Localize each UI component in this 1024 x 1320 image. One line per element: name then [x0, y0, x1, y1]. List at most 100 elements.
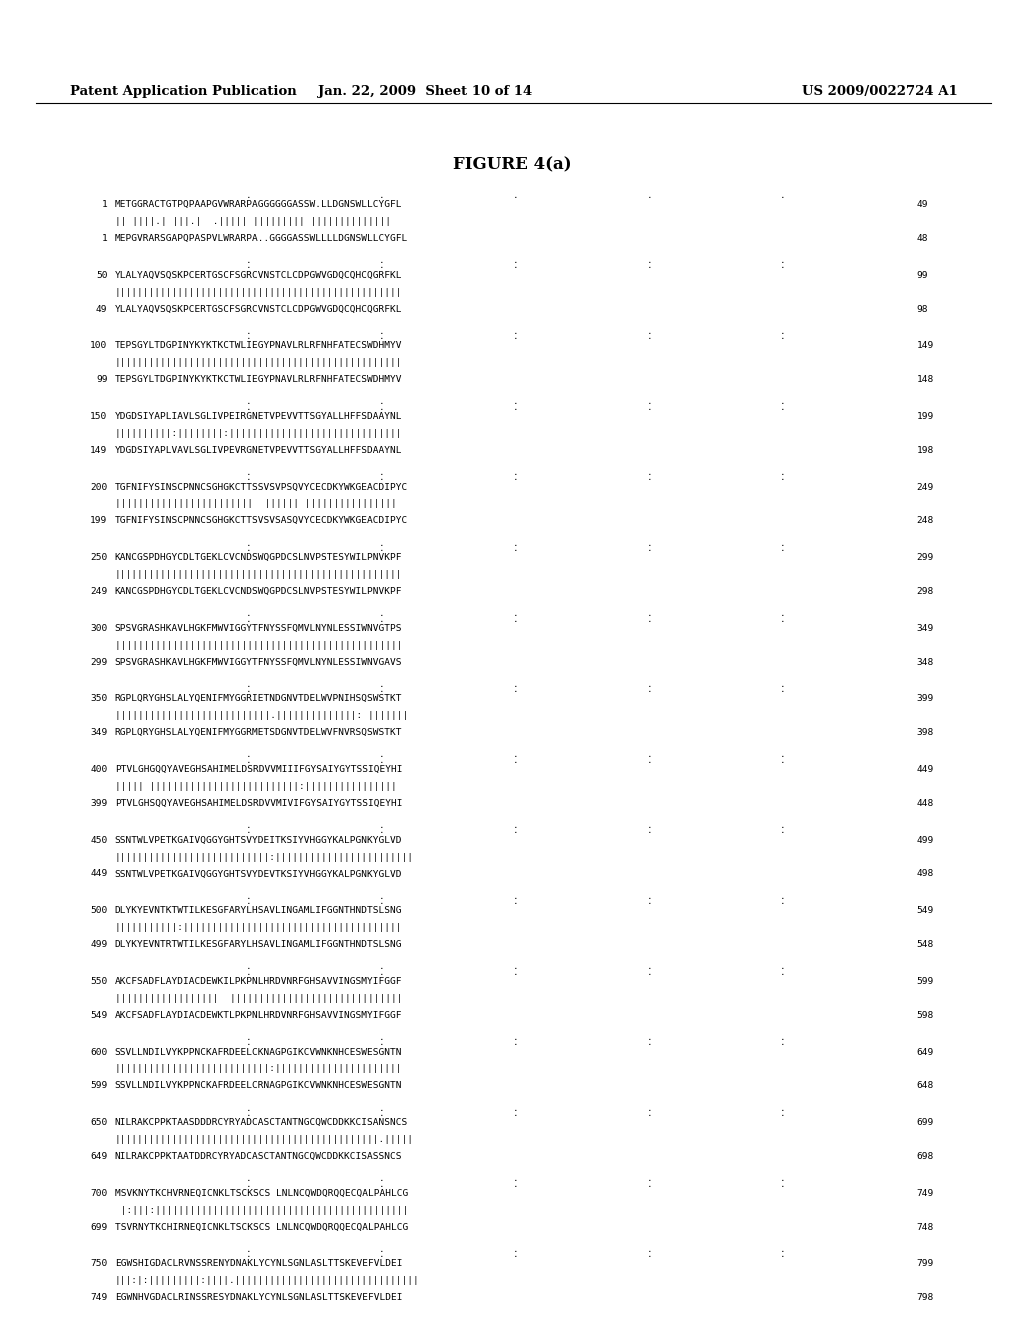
Text: .: . — [780, 467, 785, 477]
Text: .: . — [246, 962, 251, 972]
Text: 49: 49 — [916, 201, 928, 209]
Text: 299: 299 — [916, 553, 934, 562]
Text: .: . — [780, 397, 785, 407]
Text: YDGDSIYAPLVAVLSGLIVPEVRGNETVPEVVTTSGYALLHFFSDAAYNL: YDGDSIYAPLVAVLSGLIVPEVRGNETVPEVVTTSGYALL… — [115, 446, 402, 455]
Text: 149: 149 — [916, 342, 934, 350]
Text: .: . — [379, 962, 385, 972]
Text: 148: 148 — [916, 375, 934, 384]
Text: 150: 150 — [90, 412, 108, 421]
Text: 748: 748 — [916, 1222, 934, 1232]
Text: .: . — [246, 467, 251, 477]
Text: .: . — [513, 1180, 518, 1188]
Text: 98: 98 — [916, 305, 928, 314]
Text: .: . — [379, 821, 385, 830]
Text: .: . — [646, 403, 652, 412]
Text: .: . — [780, 1180, 785, 1188]
Text: .: . — [646, 467, 652, 477]
Text: .: . — [780, 962, 785, 972]
Text: .: . — [780, 1039, 785, 1047]
Text: .: . — [246, 680, 251, 689]
Text: |||:|:|||||||||:||||.||||||||||||||||||||||||||||||||: |||:|:|||||||||:||||.|||||||||||||||||||… — [115, 1276, 420, 1286]
Text: .: . — [379, 326, 385, 335]
Text: .: . — [246, 756, 251, 764]
Text: .: . — [646, 333, 652, 341]
Text: MSVKNYTKCHVRNEQICNKLTSCKSCS LNLNCQWDQRQQECQALPAHLCG: MSVKNYTKCHVRNEQICNKLTSCKSCS LNLNCQWDQRQQ… — [115, 1189, 408, 1197]
Text: .: . — [379, 756, 385, 764]
Text: .: . — [246, 1104, 251, 1113]
Text: 498: 498 — [916, 870, 934, 879]
Text: 449: 449 — [916, 766, 934, 774]
Text: 548: 548 — [916, 940, 934, 949]
Text: .: . — [780, 474, 785, 482]
Text: AKCFSADFLAYDIACDEWKTLPKPNLHRDVNRFGHSAVVINGSMYIFGGF: AKCFSADFLAYDIACDEWKTLPKPNLHRDVNRFGHSAVVI… — [115, 1011, 402, 1020]
Text: .: . — [646, 821, 652, 830]
Text: .: . — [379, 615, 385, 623]
Text: 400: 400 — [90, 766, 108, 774]
Text: .: . — [379, 1250, 385, 1259]
Text: .: . — [513, 256, 518, 265]
Text: DLYKYEVNTRTWTILKESGFARYLHSAVLINGAMLIFGGNTHNDTSLSNG: DLYKYEVNTRTWTILKESGFARYLHSAVLINGAMLIFGGN… — [115, 940, 402, 949]
Text: 199: 199 — [916, 412, 934, 421]
Text: .: . — [780, 891, 785, 900]
Text: 600: 600 — [90, 1048, 108, 1056]
Text: .: . — [513, 1245, 518, 1254]
Text: 249: 249 — [90, 587, 108, 597]
Text: .: . — [646, 1173, 652, 1183]
Text: .: . — [646, 750, 652, 759]
Text: .: . — [379, 826, 385, 836]
Text: .: . — [513, 467, 518, 477]
Text: .: . — [780, 1250, 785, 1259]
Text: .: . — [379, 544, 385, 553]
Text: .: . — [646, 685, 652, 694]
Text: .: . — [513, 403, 518, 412]
Text: .: . — [513, 1039, 518, 1047]
Text: .: . — [379, 685, 385, 694]
Text: SPSVGRASHKAVLHGKFMWVIGGYTFNYSSFQMVLNYNLESSIWNVGAVS: SPSVGRASHKAVLHGKFMWVIGGYTFNYSSFQMVLNYNLE… — [115, 657, 402, 667]
Text: 649: 649 — [90, 1152, 108, 1162]
Text: 199: 199 — [90, 516, 108, 525]
Text: .: . — [780, 1104, 785, 1113]
Text: ||||||||||||||||||||||||  |||||| ||||||||||||||||: |||||||||||||||||||||||| |||||| ||||||||… — [115, 499, 396, 508]
Text: SSVLLNDILVYKPPNCKAFRDEELCRNAGPGIKCVWNKNHCESWESGNTN: SSVLLNDILVYKPPNCKAFRDEELCRNAGPGIKCVWNKNH… — [115, 1081, 402, 1090]
Text: ||||| ||||||||||||||||||||||||||:||||||||||||||||: ||||| ||||||||||||||||||||||||||:|||||||… — [115, 781, 396, 791]
Text: .: . — [246, 1039, 251, 1047]
Text: 499: 499 — [90, 940, 108, 949]
Text: SSNTWLVPETKGAIVQGGYGHTSVYDEVTKSIYVHGGYKALPGNKYGLVD: SSNTWLVPETKGAIVQGGYGHTSVYDEVTKSIYVHGGYKA… — [115, 870, 402, 879]
Text: 149: 149 — [90, 446, 108, 455]
Text: .: . — [513, 1173, 518, 1183]
Text: .: . — [513, 1109, 518, 1118]
Text: .: . — [379, 256, 385, 265]
Text: .: . — [513, 1032, 518, 1041]
Text: .: . — [246, 256, 251, 265]
Text: .: . — [379, 539, 385, 548]
Text: .: . — [246, 1032, 251, 1041]
Text: .: . — [246, 968, 251, 977]
Text: ||||||||||||||||||||||||||||||||||||||||||||||.|||||: ||||||||||||||||||||||||||||||||||||||||… — [115, 1135, 414, 1144]
Text: ||||||||||||||||||||||||||||||||||||||||||||||||||: ||||||||||||||||||||||||||||||||||||||||… — [115, 640, 408, 649]
Text: .: . — [780, 1173, 785, 1183]
Text: .: . — [646, 609, 652, 618]
Text: .: . — [246, 539, 251, 548]
Text: .: . — [513, 326, 518, 335]
Text: 198: 198 — [916, 446, 934, 455]
Text: .: . — [646, 1180, 652, 1188]
Text: .: . — [646, 256, 652, 265]
Text: .: . — [379, 750, 385, 759]
Text: 549: 549 — [90, 1011, 108, 1020]
Text: 99: 99 — [916, 271, 928, 280]
Text: .: . — [246, 397, 251, 407]
Text: .: . — [646, 1109, 652, 1118]
Text: 750: 750 — [90, 1259, 108, 1269]
Text: 298: 298 — [916, 587, 934, 597]
Text: 450: 450 — [90, 836, 108, 845]
Text: 749: 749 — [916, 1189, 934, 1197]
Text: TEPSGYLTDGPINYKYKTKCTWLIEGYPNAVLRLRFNHFATECSWDHMYV: TEPSGYLTDGPINYKYKTKCTWLIEGYPNAVLRLRFNHFA… — [115, 342, 402, 350]
Text: .: . — [646, 191, 652, 199]
Text: .: . — [646, 1250, 652, 1259]
Text: 449: 449 — [90, 870, 108, 879]
Text: 299: 299 — [90, 657, 108, 667]
Text: 250: 250 — [90, 553, 108, 562]
Text: .: . — [513, 397, 518, 407]
Text: .: . — [646, 1039, 652, 1047]
Text: .: . — [513, 615, 518, 623]
